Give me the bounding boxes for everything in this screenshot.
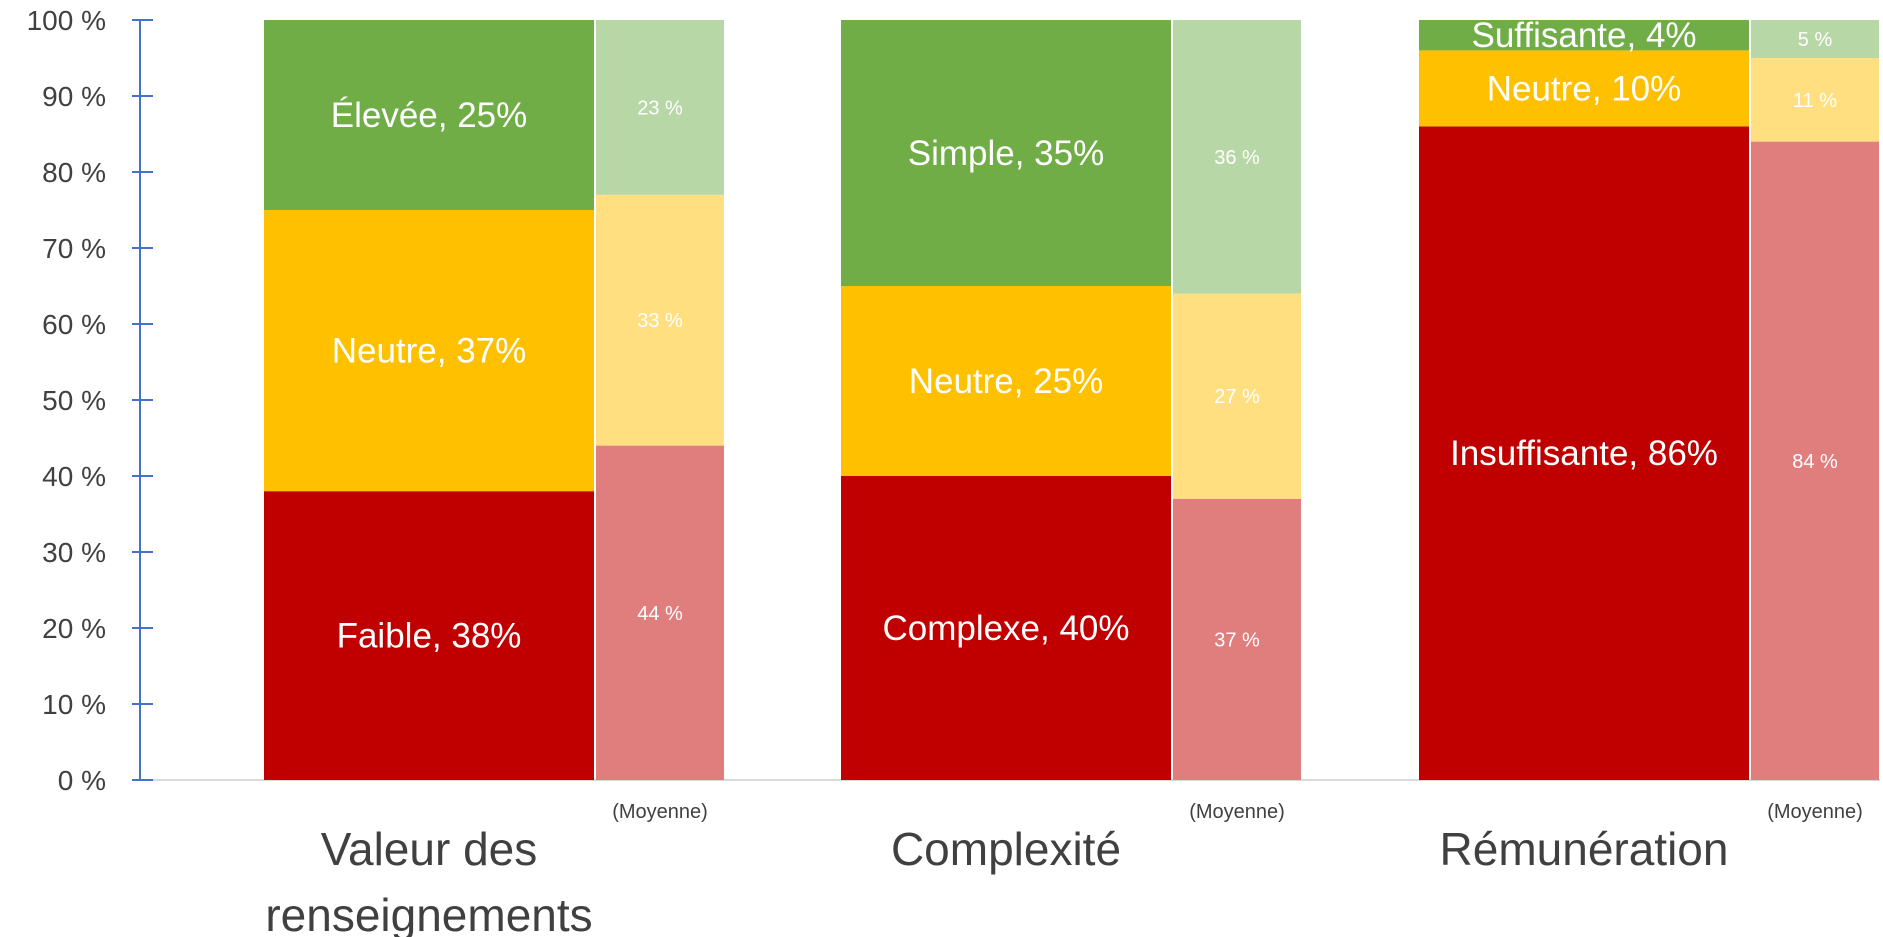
average-bar-segment bbox=[596, 445, 724, 780]
average-data-label: 23 % bbox=[637, 97, 683, 119]
average-bar-segment bbox=[1751, 141, 1879, 781]
bar-segment bbox=[264, 491, 594, 780]
data-label: Neutre, 37% bbox=[332, 332, 527, 371]
average-data-label: 5 % bbox=[1798, 29, 1833, 51]
y-axis: 0 % 10 % 20 % 30 % 40 % 50 % 60 % 70 % 80 % 90 % 1… bbox=[27, 5, 1880, 796]
bar-segment bbox=[264, 20, 594, 210]
y-tick-label: 10 % bbox=[42, 689, 106, 720]
category-label: Valeur des bbox=[321, 823, 538, 875]
average-data-label: 84 % bbox=[1792, 451, 1838, 473]
y-tick-label: 80 % bbox=[42, 157, 106, 188]
average-data-label: 33 % bbox=[637, 310, 683, 332]
y-tick-label: 60 % bbox=[42, 309, 106, 340]
bar-segment bbox=[841, 476, 1171, 780]
category-labels: (Moyenne) Valeur des renseignements (Moyenn… bbox=[265, 801, 1862, 937]
data-label: Faible, 38% bbox=[337, 617, 522, 656]
bars: Faible, 38% Neutre, 37% Élevée, 25% 44 % 33 … bbox=[264, 16, 1879, 781]
y-tick-label: 0 % bbox=[58, 765, 106, 796]
category-label: renseignements bbox=[265, 889, 592, 937]
data-label: Suffisante, 4% bbox=[1471, 16, 1696, 55]
data-label: Neutre, 25% bbox=[909, 362, 1104, 401]
data-label: Complexe, 40% bbox=[882, 609, 1129, 648]
y-tick-label: 70 % bbox=[42, 233, 106, 264]
average-data-label: 27 % bbox=[1214, 386, 1260, 408]
bar-segment bbox=[264, 210, 594, 492]
y-tick-label: 30 % bbox=[42, 537, 106, 568]
average-bar-segment bbox=[1751, 20, 1879, 58]
y-tick-label: 90 % bbox=[42, 81, 106, 112]
bar-segment bbox=[841, 20, 1171, 286]
average-caption: (Moyenne) bbox=[1767, 801, 1863, 823]
y-tick-label: 100 % bbox=[27, 5, 106, 36]
data-label: Neutre, 10% bbox=[1487, 69, 1682, 108]
average-data-label: 11 % bbox=[1793, 90, 1837, 112]
average-bar-segment bbox=[1751, 58, 1879, 142]
y-tick-label: 40 % bbox=[42, 461, 106, 492]
category-label: Rémunération bbox=[1440, 823, 1729, 875]
bar-segment bbox=[1419, 20, 1749, 51]
data-label: Simple, 35% bbox=[908, 134, 1104, 173]
average-bar-segment bbox=[1173, 20, 1301, 294]
average-bar-segment bbox=[1173, 293, 1301, 499]
average-bar-segment bbox=[596, 20, 724, 195]
average-bar-segment bbox=[1173, 498, 1301, 780]
bar-segment bbox=[841, 286, 1171, 476]
y-tick-label: 50 % bbox=[42, 385, 106, 416]
data-label: Élevée, 25% bbox=[331, 96, 528, 135]
average-caption: (Moyenne) bbox=[612, 801, 708, 823]
bar-segment bbox=[1419, 126, 1749, 780]
data-label: Insuffisante, 86% bbox=[1450, 434, 1718, 473]
average-data-label: 36 % bbox=[1214, 147, 1260, 169]
average-data-label: 37 % bbox=[1214, 629, 1260, 651]
bar-segment bbox=[1419, 50, 1749, 127]
y-tick-label: 20 % bbox=[42, 613, 106, 644]
category-label: Complexité bbox=[891, 823, 1121, 875]
average-bar-segment bbox=[596, 194, 724, 446]
average-caption: (Moyenne) bbox=[1189, 801, 1285, 823]
average-data-label: 44 % bbox=[637, 603, 683, 625]
